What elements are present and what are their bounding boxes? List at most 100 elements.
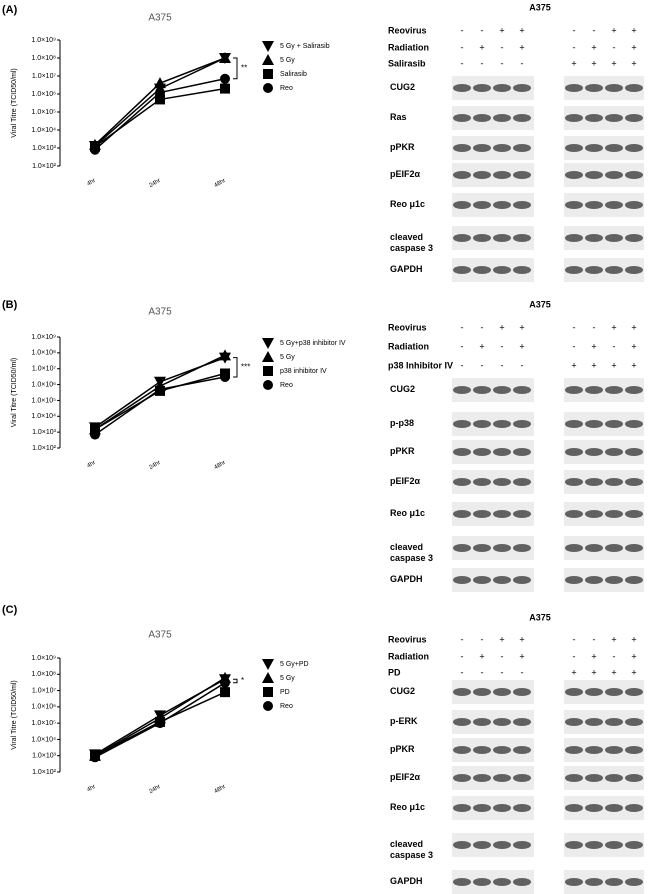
blot-band xyxy=(625,774,643,782)
condition-sign: - xyxy=(461,42,464,52)
blot-band xyxy=(565,774,583,782)
legend-label: Salirasib xyxy=(280,71,307,78)
blot-band xyxy=(493,201,511,209)
blot-band xyxy=(565,386,583,394)
y-tick-label: 1.0×10³ xyxy=(32,429,57,436)
y-tick-label: 1.0×10⁶ xyxy=(32,91,57,98)
condition-sign: - xyxy=(593,25,596,35)
blot-band xyxy=(513,234,531,242)
blot-band xyxy=(493,171,511,179)
band-label: p-p38 xyxy=(390,418,415,428)
condition-sign: + xyxy=(571,360,576,370)
condition-sign: + xyxy=(611,322,616,332)
condition-sign: - xyxy=(461,58,464,68)
condition-sign: + xyxy=(591,341,596,351)
significance-bracket xyxy=(233,357,238,378)
band-label: CUG2 xyxy=(390,82,416,92)
blot-band xyxy=(565,746,583,754)
blot-band xyxy=(565,544,583,552)
marker xyxy=(262,41,274,52)
condition-sign: - xyxy=(461,634,464,644)
blot-title: A375 xyxy=(529,299,551,309)
band-label: pEIF2α xyxy=(390,772,421,782)
blot-band xyxy=(625,576,643,584)
blot-band xyxy=(585,718,603,726)
y-axis-label: Viral Titre (TCID50/ml) xyxy=(11,68,18,138)
legend-label: 5 Gy xyxy=(280,675,295,682)
condition-sign: - xyxy=(461,360,464,370)
condition-sign: - xyxy=(481,360,484,370)
condition-sign: - xyxy=(501,667,504,677)
blot-band xyxy=(565,448,583,456)
blot-band xyxy=(585,386,603,394)
blot-band xyxy=(605,144,623,152)
condition-label: Reovirus xyxy=(388,322,427,332)
blot-band xyxy=(453,171,471,179)
blot-band xyxy=(493,84,511,92)
blot-band xyxy=(453,234,471,242)
blot-band xyxy=(625,144,643,152)
marker xyxy=(263,380,273,390)
condition-sign: - xyxy=(461,341,464,351)
condition-sign: + xyxy=(591,360,596,370)
condition-label: Radiation xyxy=(388,651,429,661)
blot-band xyxy=(493,576,511,584)
blot-band xyxy=(473,234,491,242)
condition-label: Radiation xyxy=(388,341,429,351)
band-label: p-ERK xyxy=(390,716,418,726)
blot-band xyxy=(473,774,491,782)
x-tick-label: 48hr xyxy=(213,784,226,795)
marker xyxy=(262,672,274,683)
blot-band xyxy=(625,448,643,456)
condition-sign: - xyxy=(481,322,484,332)
blot-band xyxy=(453,576,471,584)
band-label: pEIF2α xyxy=(390,476,421,486)
condition-sign: + xyxy=(631,58,636,68)
condition-sign: - xyxy=(521,360,524,370)
blot-band xyxy=(513,878,531,886)
legend-label: 5 Gy xyxy=(280,57,295,64)
condition-sign: - xyxy=(613,42,616,52)
band-label: cleaved caspase 3 xyxy=(390,542,434,563)
blot-band xyxy=(493,688,511,696)
condition-sign: - xyxy=(613,651,616,661)
blot-band xyxy=(513,144,531,152)
blot-band xyxy=(453,448,471,456)
significance-bracket xyxy=(233,57,238,80)
blot-band xyxy=(585,774,603,782)
blot-band xyxy=(513,576,531,584)
blot-band xyxy=(453,266,471,274)
blot-band xyxy=(473,386,491,394)
y-tick-label: 1.0×10⁷ xyxy=(32,687,57,694)
y-tick-label: 1.0×10⁹ xyxy=(31,37,56,44)
marker xyxy=(219,349,231,361)
marker xyxy=(262,659,274,670)
condition-sign: + xyxy=(631,667,636,677)
legend-label: Reo xyxy=(280,85,293,92)
marker xyxy=(155,718,165,729)
blot-band xyxy=(493,144,511,152)
blot-band xyxy=(473,688,491,696)
condition-sign: + xyxy=(499,25,504,35)
marker xyxy=(220,372,230,383)
blot-band xyxy=(513,171,531,179)
blot-band xyxy=(605,234,623,242)
chart-title: A375 xyxy=(148,307,172,318)
blot-band xyxy=(605,171,623,179)
condition-sign: - xyxy=(573,25,576,35)
legend-label: p38 inhibitor IV xyxy=(280,368,327,375)
blot-band xyxy=(625,201,643,209)
blot-band xyxy=(585,201,603,209)
blot-band xyxy=(585,171,603,179)
legend-label: Reo xyxy=(280,382,293,389)
blot-band xyxy=(473,144,491,152)
condition-sign: + xyxy=(499,634,504,644)
blot-band xyxy=(453,478,471,486)
marker xyxy=(155,87,165,98)
y-tick-label: 1.0×10³ xyxy=(32,145,57,152)
x-tick-label: 4hr xyxy=(86,460,97,470)
band-label: pEIF2α xyxy=(390,169,421,179)
legend-label: 5 Gy+p38 inhibitor IV xyxy=(280,340,346,347)
blot-band xyxy=(605,746,623,754)
blot-band xyxy=(585,544,603,552)
